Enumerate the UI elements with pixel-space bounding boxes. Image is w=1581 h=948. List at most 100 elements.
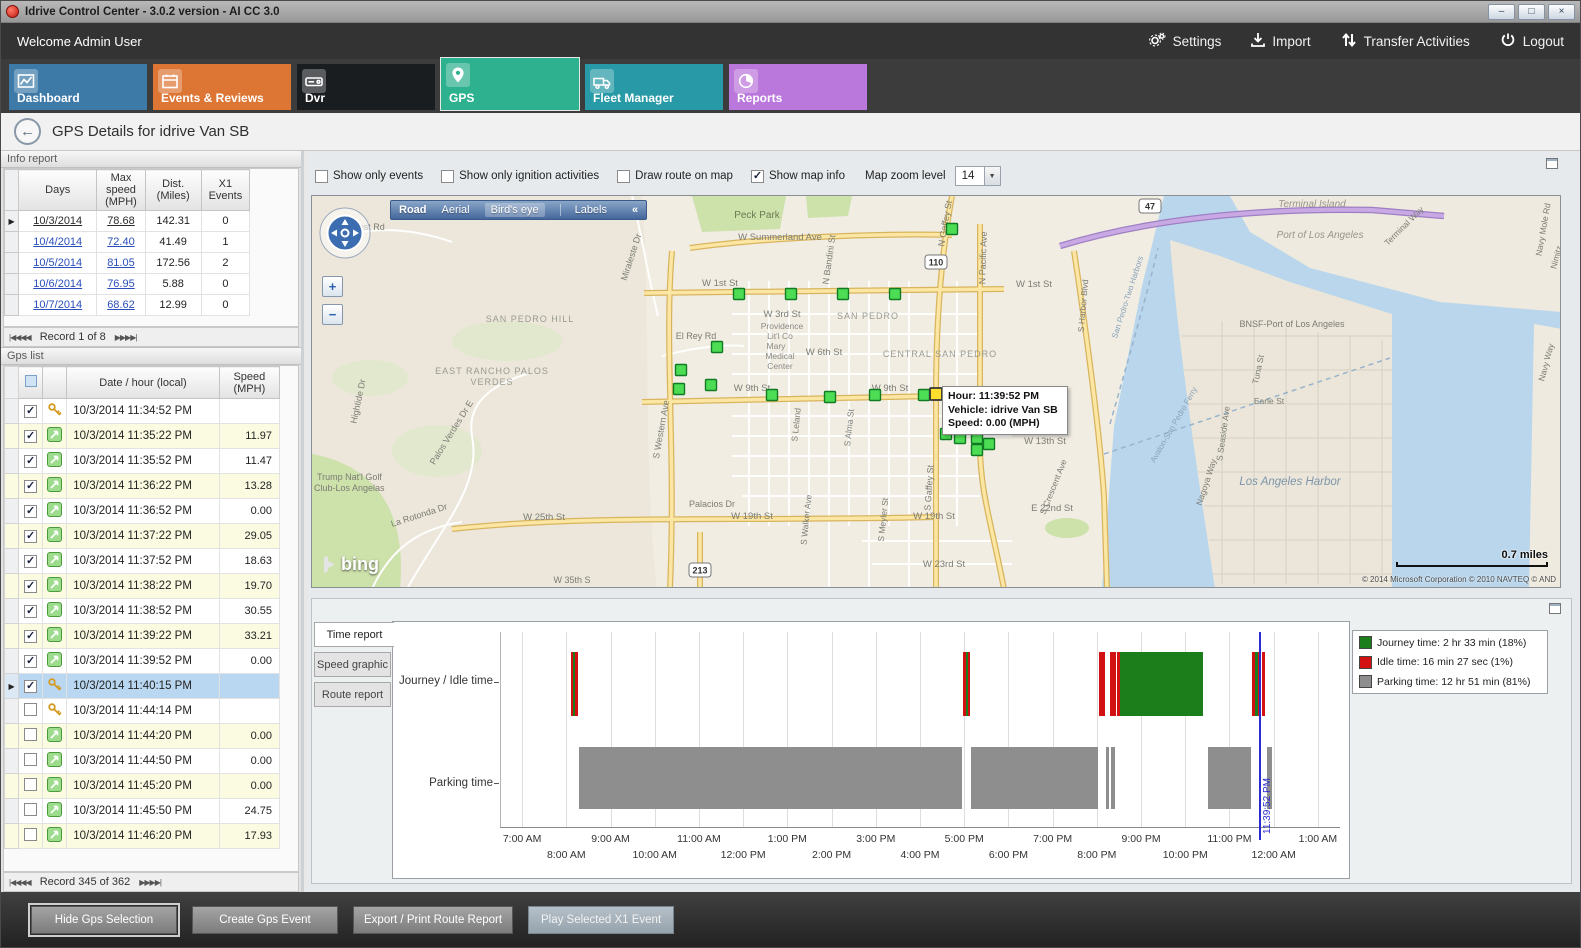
tab-reports[interactable]: Reports xyxy=(729,64,867,110)
pager-prev-page-button[interactable]: ◀◀ xyxy=(15,333,25,342)
gps-marker[interactable] xyxy=(767,390,778,401)
close-button[interactable]: × xyxy=(1548,4,1575,20)
hide-gps-selection-button[interactable]: Hide Gps Selection xyxy=(31,906,177,934)
gps-list-row[interactable]: ✓10/3/2014 11:36:22 PM13.28 xyxy=(5,474,280,499)
gps-list-row[interactable]: 10/3/2014 11:44:50 PM0.00 xyxy=(5,749,280,774)
checkbox-show-only-ignition-activities[interactable]: Show only ignition activities xyxy=(441,170,599,183)
minimize-button[interactable]: – xyxy=(1488,4,1515,20)
gps-list-row[interactable]: ✓10/3/2014 11:34:52 PM xyxy=(5,399,280,424)
gps-marker-selected[interactable] xyxy=(930,388,942,400)
row-checkbox[interactable] xyxy=(24,703,37,716)
column-header-x1-events[interactable]: X1 Events xyxy=(201,170,249,211)
tab-dvr[interactable]: Dvr xyxy=(297,64,435,110)
gps-marker[interactable] xyxy=(734,289,745,300)
row-checkbox[interactable]: ✓ xyxy=(24,580,37,593)
panel-toggle-icon[interactable] xyxy=(1546,158,1558,169)
gps-list-row[interactable]: 10/3/2014 11:45:50 PM24.75 xyxy=(5,799,280,824)
row-checkbox[interactable]: ✓ xyxy=(24,505,37,518)
info-report-row[interactable]: 10/4/201472.4041.491 xyxy=(5,232,250,253)
max-speed-link[interactable]: 68.62 xyxy=(97,295,145,316)
row-checkbox[interactable] xyxy=(24,778,37,791)
pager-last-button[interactable]: ▶| xyxy=(130,333,136,342)
row-checkbox[interactable]: ✓ xyxy=(24,655,37,668)
zoom-in-button[interactable]: + xyxy=(322,276,343,297)
map-style-road[interactable]: Road xyxy=(399,204,427,216)
info-report-row[interactable]: 10/7/201468.6212.990 xyxy=(5,295,250,316)
gps-marker[interactable] xyxy=(947,224,958,235)
select-all-header[interactable] xyxy=(19,367,43,399)
pager-prev-button[interactable]: ◀ xyxy=(26,878,31,887)
gps-list-row[interactable]: ✓10/3/2014 11:39:52 PM0.00 xyxy=(5,649,280,674)
nav-item-transfer-activities[interactable]: Transfer Activities xyxy=(1341,32,1470,51)
gps-marker[interactable] xyxy=(706,380,717,391)
info-report-row[interactable]: 10/6/201476.955.880 xyxy=(5,274,250,295)
day-link[interactable]: 10/7/2014 xyxy=(19,295,97,316)
row-checkbox[interactable]: ✓ xyxy=(24,430,37,443)
info-report-row[interactable]: ▶10/3/201478.68142.310 xyxy=(5,211,250,232)
gps-list-row[interactable]: ✓10/3/2014 11:35:22 PM11.97 xyxy=(5,424,280,449)
column-header-days[interactable]: Days xyxy=(19,170,97,211)
maximize-button[interactable]: □ xyxy=(1518,4,1545,20)
gps-list-row[interactable]: ✓10/3/2014 11:37:52 PM18.63 xyxy=(5,549,280,574)
checkbox-show-only-events[interactable]: Show only events xyxy=(315,170,423,183)
map-view[interactable]: Peck ParkCrest RdW Summerland AveMirales… xyxy=(311,195,1561,588)
tab-route-report[interactable]: Route report xyxy=(314,682,391,707)
row-checkbox[interactable]: ✓ xyxy=(24,455,37,468)
tab-dashboard[interactable]: Dashboard xyxy=(9,64,147,110)
gps-marker[interactable] xyxy=(972,445,983,456)
pager-next-page-button[interactable]: ▶▶ xyxy=(120,333,130,342)
gps-list-row[interactable]: ✓10/3/2014 11:38:22 PM19.70 xyxy=(5,574,280,599)
gps-list-row[interactable]: ✓10/3/2014 11:39:22 PM33.21 xyxy=(5,624,280,649)
collapse-map-menu-button[interactable]: « xyxy=(632,204,638,216)
day-link[interactable]: 10/4/2014 xyxy=(19,232,97,253)
map-style-labels[interactable]: Labels xyxy=(560,204,607,216)
gps-marker[interactable] xyxy=(838,289,849,300)
gps-list-row[interactable]: ✓10/3/2014 11:37:22 PM29.05 xyxy=(5,524,280,549)
max-speed-link[interactable]: 81.05 xyxy=(97,253,145,274)
nav-item-logout[interactable]: Logout xyxy=(1500,32,1564,51)
gps-list-row[interactable]: 10/3/2014 11:44:14 PM xyxy=(5,699,280,724)
gps-marker[interactable] xyxy=(919,390,930,401)
tab-gps[interactable]: GPS xyxy=(441,58,579,110)
back-button[interactable]: ← xyxy=(14,118,41,145)
gps-marker[interactable] xyxy=(825,392,836,403)
zoom-out-button[interactable]: − xyxy=(322,304,343,325)
info-report-row[interactable]: 10/5/201481.05172.562 xyxy=(5,253,250,274)
gps-marker[interactable] xyxy=(786,289,797,300)
max-speed-link[interactable]: 76.95 xyxy=(97,274,145,295)
gps-list-row[interactable]: ✓10/3/2014 11:35:52 PM11.47 xyxy=(5,449,280,474)
gps-list-row[interactable]: 10/3/2014 11:46:20 PM17.93 xyxy=(5,824,280,849)
select-all-icon[interactable] xyxy=(25,375,37,387)
day-link[interactable]: 10/5/2014 xyxy=(19,253,97,274)
gps-list-row[interactable]: 10/3/2014 11:44:20 PM0.00 xyxy=(5,724,280,749)
row-checkbox[interactable] xyxy=(24,803,37,816)
gps-marker[interactable] xyxy=(676,365,687,376)
checkbox-draw-route-on-map[interactable]: Draw route on map xyxy=(617,170,733,183)
time-cursor-line[interactable] xyxy=(1259,632,1261,840)
day-link[interactable]: 10/3/2014 xyxy=(19,211,97,232)
row-checkbox[interactable]: ✓ xyxy=(24,555,37,568)
tab-fleet-manager[interactable]: Fleet Manager xyxy=(585,64,723,110)
row-checkbox[interactable]: ✓ xyxy=(24,680,37,693)
tab-events-reviews[interactable]: Events & Reviews xyxy=(153,64,291,110)
pager-prev-button[interactable]: ◀ xyxy=(26,333,31,342)
checkbox-show-map-info[interactable]: ✓Show map info xyxy=(751,170,845,183)
pager-prev-page-button[interactable]: ◀◀ xyxy=(15,878,25,887)
checkbox-box[interactable]: ✓ xyxy=(751,170,764,183)
gps-marker[interactable] xyxy=(674,384,685,395)
column-header-speed-mph[interactable]: Speed (MPH) xyxy=(219,367,279,399)
tab-time-report[interactable]: Time report xyxy=(314,622,394,647)
map-compass-control[interactable] xyxy=(318,206,372,263)
day-link[interactable]: 10/6/2014 xyxy=(19,274,97,295)
row-checkbox[interactable]: ✓ xyxy=(24,605,37,618)
play-selected-x1-event-button[interactable]: Play Selected X1 Event xyxy=(528,906,674,934)
pager-next-page-button[interactable]: ▶▶ xyxy=(144,878,154,887)
checkbox-box[interactable] xyxy=(315,170,328,183)
row-checkbox[interactable] xyxy=(24,728,37,741)
panel-toggle-icon[interactable] xyxy=(1549,603,1561,614)
row-checkbox[interactable]: ✓ xyxy=(24,480,37,493)
row-checkbox[interactable] xyxy=(24,828,37,841)
pager-last-button[interactable]: ▶| xyxy=(155,878,161,887)
map-style-bird-s-eye[interactable]: Bird's eye xyxy=(485,203,545,217)
column-header-dist-miles[interactable]: Dist. (Miles) xyxy=(145,170,201,211)
